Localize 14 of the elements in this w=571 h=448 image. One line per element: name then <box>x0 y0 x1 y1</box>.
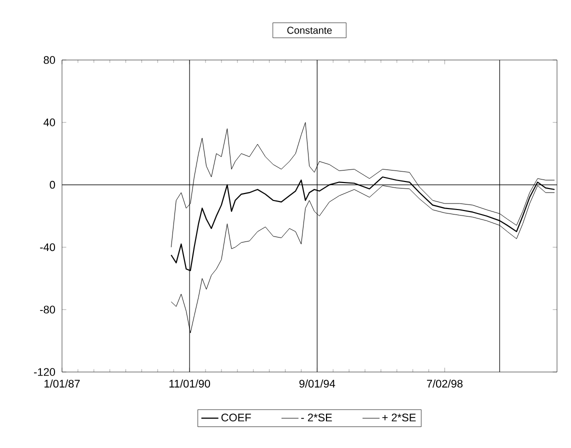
x-tick-label: 9/01/94 <box>299 380 336 388</box>
legend-label: - 2*SE <box>301 414 332 422</box>
legend-label: + 2*SE <box>382 414 416 422</box>
x-tick-label: 7/02/98 <box>427 380 463 388</box>
y-tick-label: 80 <box>44 56 56 64</box>
chart-title: Constante <box>287 26 332 34</box>
y-tick-label: -120 <box>34 368 56 376</box>
x-tick-label: 1/01/87 <box>44 380 80 388</box>
x-tick-label: 11/01/90 <box>169 380 210 388</box>
legend-label: COEF <box>221 414 251 422</box>
y-tick-label: -40 <box>40 243 56 252</box>
y-tick-label: 40 <box>44 118 56 126</box>
y-tick-label: 0 <box>50 180 56 189</box>
y-tick-label: -80 <box>40 306 56 314</box>
